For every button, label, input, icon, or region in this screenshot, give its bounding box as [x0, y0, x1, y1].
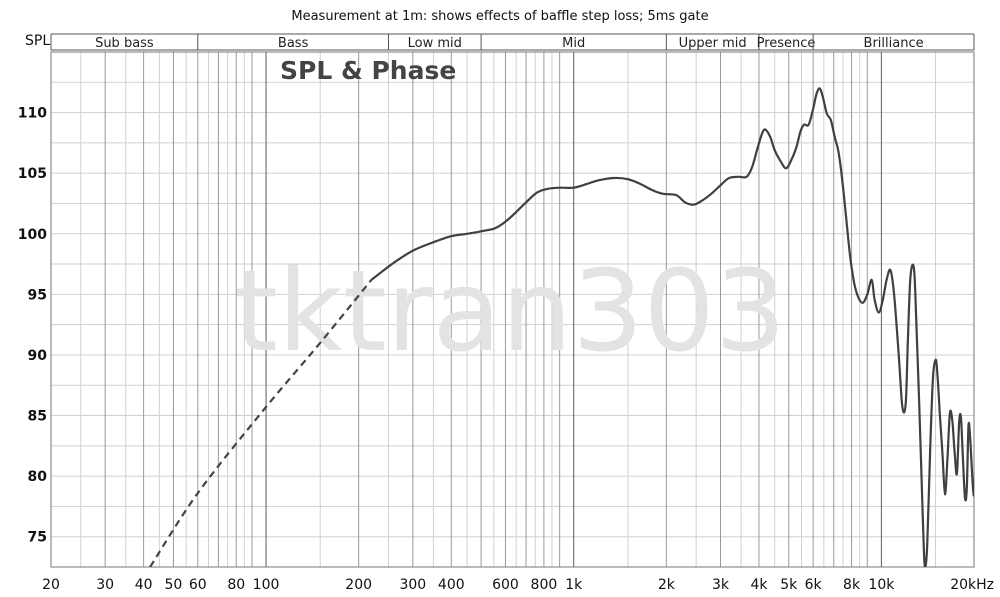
y-axis-ticks: 75 80 85 90 95 100 105 110 — [18, 106, 47, 546]
x-tick-label: 50 — [165, 577, 183, 593]
frequency-bands: Sub bass Bass Low mid Mid Upper mid Presence B… — [50, 33, 975, 51]
y-tick-label: 80 — [28, 469, 48, 485]
x-tick-label: 20kHz — [950, 577, 994, 593]
x-tick-label: 300 — [399, 577, 426, 593]
band-label: Bass — [278, 36, 309, 51]
plot-area — [51, 52, 974, 567]
x-tick-label: 5k — [780, 577, 798, 593]
x-tick-label: 8k — [843, 577, 861, 593]
band-label: Upper mid — [679, 36, 747, 51]
y-axis-label: SPL — [25, 33, 50, 49]
x-tick-label: 1k — [565, 577, 583, 593]
x-tick-label: 6k — [805, 577, 823, 593]
x-tick-label: 800 — [531, 577, 558, 593]
y-tick-label: 105 — [18, 166, 47, 182]
x-tick-label: 60 — [189, 577, 207, 593]
band-label: Brilliance — [864, 36, 924, 51]
x-tick-label: 600 — [492, 577, 519, 593]
x-tick-label: 20 — [42, 577, 60, 593]
x-tick-label: 10k — [868, 577, 895, 593]
band-label: Presence — [757, 36, 816, 51]
spl-curve-extrapolated — [149, 279, 373, 567]
band-label: Mid — [562, 36, 585, 51]
y-tick-label: 100 — [18, 227, 47, 243]
y-tick-label: 85 — [28, 409, 47, 425]
y-tick-label: 110 — [18, 106, 47, 122]
watermark: tktran303 — [234, 247, 786, 377]
band-label: Sub bass — [95, 36, 154, 51]
y-tick-label: 95 — [28, 287, 47, 303]
spl-curve — [370, 87, 974, 567]
y-tick-label: 90 — [28, 348, 48, 364]
plot-title: SPL & Phase — [280, 56, 456, 85]
x-tick-label: 400 — [438, 577, 465, 593]
plot-border — [50, 51, 975, 568]
series — [149, 87, 974, 567]
x-tick-label: 2k — [658, 577, 676, 593]
band-label: Low mid — [408, 36, 462, 51]
x-axis-ticks: 20 30 40 50 60 80 100 200 300 400 600 800 1k 2k 3k 4k 5k… — [42, 577, 994, 593]
x-tick-label: 80 — [227, 577, 245, 593]
x-tick-label: 100 — [253, 577, 280, 593]
x-tick-label: 30 — [96, 577, 114, 593]
y-tick-label: 75 — [28, 530, 47, 546]
x-tick-label: 3k — [712, 577, 730, 593]
x-tick-label: 200 — [345, 577, 372, 593]
x-tick-label: 40 — [135, 577, 153, 593]
x-tick-label: 4k — [750, 577, 768, 593]
chart-title: Measurement at 1m: shows effects of baff… — [291, 9, 708, 24]
grid — [50, 51, 975, 568]
